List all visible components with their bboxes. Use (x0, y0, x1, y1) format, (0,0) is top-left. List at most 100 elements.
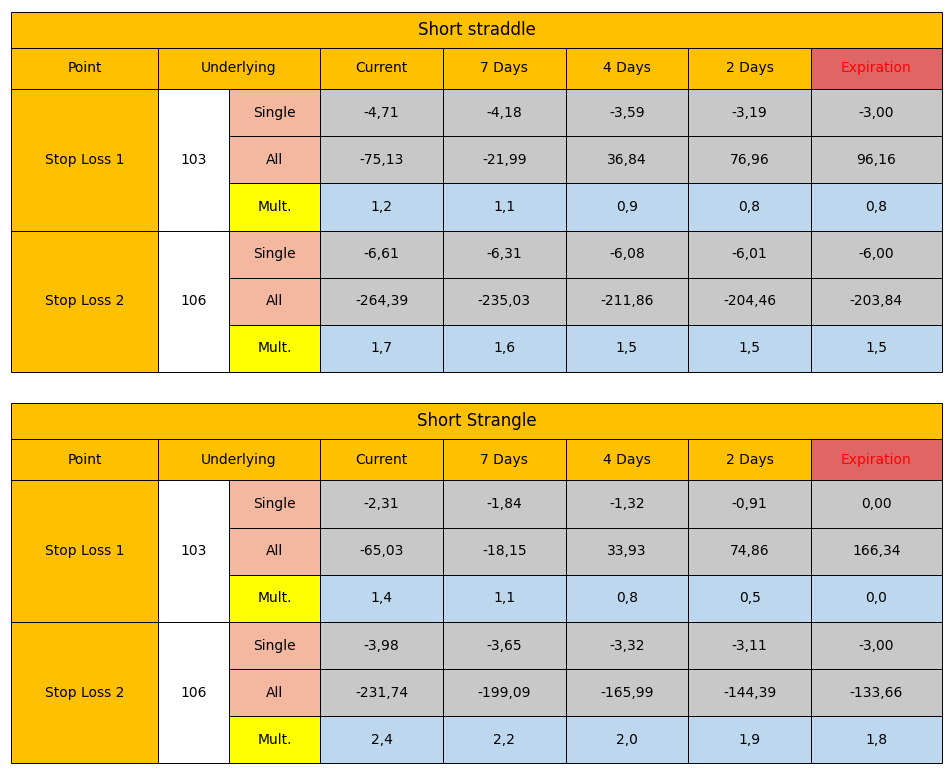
Text: 76,96: 76,96 (729, 153, 768, 167)
Text: Underlying: Underlying (201, 453, 276, 467)
Bar (565, 669, 687, 716)
Text: 2,0: 2,0 (615, 733, 637, 747)
Text: 1,5: 1,5 (864, 342, 886, 356)
Bar (443, 184, 565, 230)
Text: All: All (266, 294, 283, 308)
Text: Point: Point (68, 61, 102, 75)
Text: 0,8: 0,8 (864, 200, 886, 214)
Bar (320, 439, 443, 480)
Bar (320, 480, 443, 528)
Text: 0,0: 0,0 (864, 591, 886, 605)
Text: 1,4: 1,4 (370, 591, 392, 605)
Bar (320, 47, 443, 89)
Text: -65,03: -65,03 (359, 544, 404, 558)
Text: 1,1: 1,1 (492, 200, 515, 214)
Bar (565, 528, 687, 575)
Text: Stop Loss 1: Stop Loss 1 (45, 153, 125, 167)
Bar (565, 47, 687, 89)
Bar (443, 716, 565, 763)
Text: Current: Current (355, 61, 407, 75)
Bar (687, 277, 810, 325)
Text: -204,46: -204,46 (723, 294, 775, 308)
Text: Mult.: Mult. (257, 342, 291, 356)
Text: -1,32: -1,32 (608, 497, 645, 511)
Text: -6,01: -6,01 (731, 247, 766, 261)
Bar (158, 480, 228, 622)
Text: -6,61: -6,61 (364, 247, 399, 261)
Bar (228, 184, 320, 230)
Bar (158, 230, 228, 372)
Text: 1,8: 1,8 (864, 733, 886, 747)
Bar (565, 325, 687, 372)
Bar (810, 277, 941, 325)
Bar (687, 575, 810, 622)
Text: 1,1: 1,1 (492, 591, 515, 605)
Bar (565, 89, 687, 136)
Text: Short Strangle: Short Strangle (416, 412, 536, 430)
Bar (810, 528, 941, 575)
Text: -133,66: -133,66 (848, 686, 902, 700)
Text: -6,00: -6,00 (858, 247, 893, 261)
Bar (687, 325, 810, 372)
Bar (565, 230, 687, 277)
Bar (158, 89, 228, 230)
Text: 7 Days: 7 Days (480, 453, 527, 467)
Text: 2,4: 2,4 (370, 733, 392, 747)
Bar (228, 136, 320, 184)
Text: -2,31: -2,31 (364, 497, 399, 511)
Bar (11, 403, 941, 439)
Text: 2,2: 2,2 (493, 733, 515, 747)
Bar (810, 136, 941, 184)
Bar (565, 480, 687, 528)
Text: 0,8: 0,8 (615, 591, 637, 605)
Bar (565, 136, 687, 184)
Text: -235,03: -235,03 (477, 294, 530, 308)
Bar (443, 89, 565, 136)
Text: 4 Days: 4 Days (603, 453, 650, 467)
Text: -3,65: -3,65 (486, 639, 522, 653)
Text: 103: 103 (180, 544, 207, 558)
Text: 1,5: 1,5 (738, 342, 760, 356)
Bar (228, 277, 320, 325)
Bar (228, 528, 320, 575)
Text: 2 Days: 2 Days (724, 453, 773, 467)
Bar (320, 669, 443, 716)
Bar (810, 47, 941, 89)
Text: Single: Single (253, 105, 296, 119)
Text: 96,16: 96,16 (856, 153, 895, 167)
Bar (810, 622, 941, 669)
Bar (228, 230, 320, 277)
Bar (687, 669, 810, 716)
Text: Single: Single (253, 639, 296, 653)
Text: 0,9: 0,9 (615, 200, 637, 214)
Bar (810, 325, 941, 372)
Text: 103: 103 (180, 153, 207, 167)
Bar (228, 575, 320, 622)
Bar (320, 622, 443, 669)
Bar (228, 716, 320, 763)
Bar (687, 184, 810, 230)
Text: Point: Point (68, 453, 102, 467)
Text: Stop Loss 2: Stop Loss 2 (45, 294, 124, 308)
Bar (810, 439, 941, 480)
Text: -231,74: -231,74 (354, 686, 407, 700)
Text: -6,31: -6,31 (486, 247, 522, 261)
Bar (443, 47, 565, 89)
Text: 1,6: 1,6 (492, 342, 515, 356)
Text: 0,5: 0,5 (738, 591, 760, 605)
Bar (810, 480, 941, 528)
Bar (565, 622, 687, 669)
Text: -203,84: -203,84 (849, 294, 902, 308)
Bar (443, 669, 565, 716)
Bar (11, 480, 158, 622)
Bar (228, 669, 320, 716)
Text: 0,00: 0,00 (860, 497, 891, 511)
Bar (11, 47, 158, 89)
Bar (158, 47, 320, 89)
Text: All: All (266, 153, 283, 167)
Text: Underlying: Underlying (201, 61, 276, 75)
Text: Single: Single (253, 247, 296, 261)
Bar (687, 47, 810, 89)
Bar (320, 528, 443, 575)
Bar (443, 325, 565, 372)
